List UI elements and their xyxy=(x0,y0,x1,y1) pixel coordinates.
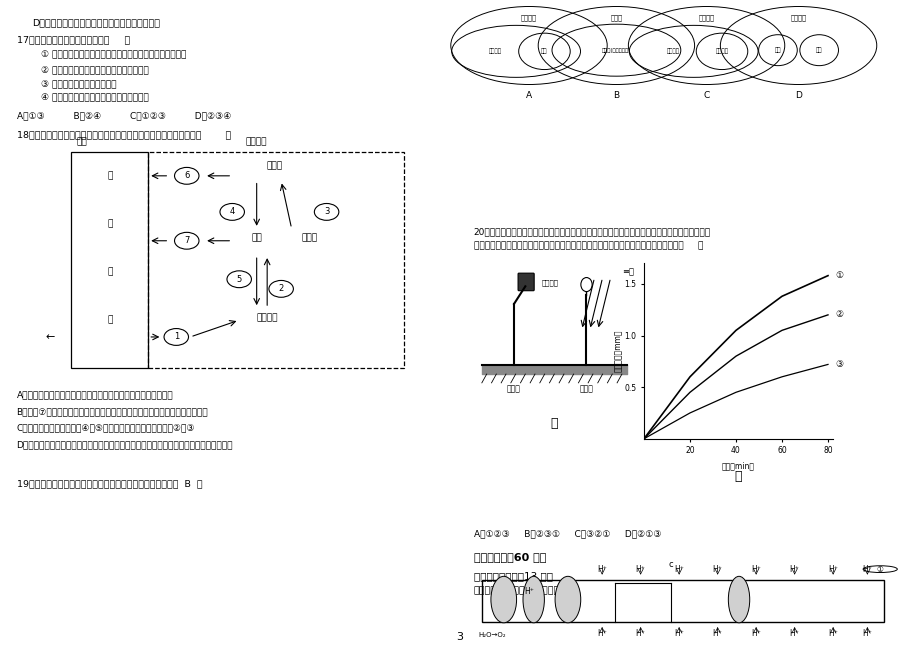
Text: 协助扩散: 协助扩散 xyxy=(666,49,679,54)
Text: H⁺: H⁺ xyxy=(827,629,837,638)
Text: 实验组: 实验组 xyxy=(506,385,520,394)
Text: D．血液的甘油三酯主要来源是食物中脂肪的消化吸收和肝细胞中利用甘油、脂肪酸的合成: D．血液的甘油三酯主要来源是食物中脂肪的消化吸收和肝细胞中利用甘油、脂肪酸的合成 xyxy=(17,441,233,450)
Text: ≡光: ≡光 xyxy=(621,267,633,276)
Text: ①: ① xyxy=(834,271,842,280)
Text: 17．关于血压的叙述，正确的是（     ）: 17．关于血压的叙述，正确的是（ ） xyxy=(17,35,130,44)
Text: 油: 油 xyxy=(107,220,112,228)
FancyBboxPatch shape xyxy=(517,273,534,291)
Text: 20．选取长度相同的幼苗，实验装置如图甲所示，给予光照，在不同时间测定胚芽鞘伸长的长度，: 20．选取长度相同的幼苗，实验装置如图甲所示，给予光照，在不同时间测定胚芽鞘伸长… xyxy=(473,227,710,237)
Text: 二、综合题（60 分）: 二、综合题（60 分） xyxy=(473,552,546,562)
Text: B: B xyxy=(613,91,618,100)
Text: 4: 4 xyxy=(230,207,234,216)
Text: 1: 1 xyxy=(174,332,178,341)
Text: H⁺: H⁺ xyxy=(789,629,799,638)
Text: H⁺: H⁺ xyxy=(712,629,721,638)
Text: 下图显示植物体内部分化学反应。: 下图显示植物体内部分化学反应。 xyxy=(473,586,560,595)
Text: 7: 7 xyxy=(184,236,189,245)
Text: 自由扩散: 自由扩散 xyxy=(715,49,728,54)
Text: 3: 3 xyxy=(323,207,329,216)
Text: 甲: 甲 xyxy=(550,417,558,430)
Text: 脂肪酸: 脂肪酸 xyxy=(301,234,317,242)
Text: A．①②③     B．②③①     C．③②①     D．②①③: A．①②③ B．②③① C．③②① D．②①③ xyxy=(473,530,661,539)
Text: H⁺: H⁺ xyxy=(524,586,534,595)
Text: H⁺: H⁺ xyxy=(674,629,684,638)
Text: 脂肪细胞: 脂肪细胞 xyxy=(245,138,267,146)
Text: 甘油三酯: 甘油三酯 xyxy=(256,313,278,322)
Text: 被动运输: 被动运输 xyxy=(698,14,714,21)
Text: 甘油: 甘油 xyxy=(251,234,262,242)
Text: ③: ③ xyxy=(834,360,842,369)
Text: H⁺: H⁺ xyxy=(635,565,645,574)
Text: 乙: 乙 xyxy=(733,470,742,483)
Text: 基因表达: 基因表达 xyxy=(789,14,806,21)
Text: ① 收缩压和舒张压分别发生在心房的收缩期与心室的舒张期: ① 收缩压和舒张压分别发生在心房的收缩期与心室的舒张期 xyxy=(41,51,187,60)
Text: 翻译: 翻译 xyxy=(815,47,822,53)
Text: A: A xyxy=(526,91,531,100)
Text: H⁺: H⁺ xyxy=(596,629,607,638)
Ellipse shape xyxy=(728,577,749,623)
Text: ②: ② xyxy=(834,310,842,319)
Text: 突触小体: 突触小体 xyxy=(489,49,502,54)
Text: ①: ① xyxy=(876,565,882,574)
Text: H⁺: H⁺ xyxy=(712,565,721,574)
Text: 递质: 递质 xyxy=(540,49,547,54)
Text: 2: 2 xyxy=(278,284,283,293)
Text: H⁺: H⁺ xyxy=(751,565,760,574)
Text: 6: 6 xyxy=(184,172,189,180)
Text: B．途径⑦所示的甘油、脂肪酸经血液循环主要运还至肝细胞重新合成甘油三酯: B．途径⑦所示的甘油、脂肪酸经血液循环主要运还至肝细胞重新合成甘油三酯 xyxy=(17,407,208,416)
Text: H⁺: H⁺ xyxy=(861,565,871,574)
Bar xyxy=(482,580,883,623)
Text: c: c xyxy=(667,560,672,569)
Text: H₂O→O₂: H₂O→O₂ xyxy=(478,632,505,638)
Text: C: C xyxy=(703,91,709,100)
Text: 不透光帽: 不透光帽 xyxy=(541,280,558,286)
Text: ③ 副交感神经兴奋会升高血压: ③ 副交感神经兴奋会升高血压 xyxy=(41,79,117,88)
Text: 18．下图表示甘油三酯在脂肪细胞中代谢途径，下列分析中正确的是（        ）: 18．下图表示甘油三酯在脂肪细胞中代谢途径，下列分析中正确的是（ ） xyxy=(17,130,231,139)
Text: 3: 3 xyxy=(456,632,463,642)
Bar xyxy=(72,152,148,368)
Text: 对照组: 对照组 xyxy=(579,385,593,394)
Text: A．①③          B．②④          C．①②③          D．②③④: A．①③ B．②④ C．①②③ D．②③④ xyxy=(17,112,231,121)
Text: 突触前膜: 突触前膜 xyxy=(520,14,537,21)
Text: 血管: 血管 xyxy=(76,138,87,146)
Text: C．胰岛素可促进代谢途径④和⑤，而肾上腺素可抑制代谢途径②和③: C．胰岛素可促进代谢途径④和⑤，而肾上腺素可抑制代谢途径②和③ xyxy=(17,424,195,433)
Text: H⁺: H⁺ xyxy=(861,629,871,638)
X-axis label: 时间（min）: 时间（min） xyxy=(721,461,754,470)
Text: ←: ← xyxy=(46,332,55,342)
Text: 结果如图乙。能正确表示对照组、实验组光照侧和背光侧胚芽鞘伸长长度的曲线依次是（     ）: 结果如图乙。能正确表示对照组、实验组光照侧和背光侧胚芽鞘伸长长度的曲线依次是（ … xyxy=(473,242,702,251)
Text: 反射弧: 反射弧 xyxy=(609,14,622,21)
Text: ② 血压的调节包含神经和激素两种调节方式: ② 血压的调节包含神经和激素两种调节方式 xyxy=(41,65,149,74)
Text: A．人体内甘油三酯的运输携带者主要是乳糜微粒和低密度脂蛋白: A．人体内甘油三酯的运输携带者主要是乳糜微粒和低密度脂蛋白 xyxy=(17,390,173,399)
Text: H⁺: H⁺ xyxy=(596,565,607,574)
Text: 转录: 转录 xyxy=(774,47,780,53)
Text: H⁺: H⁺ xyxy=(789,565,799,574)
Ellipse shape xyxy=(522,577,544,623)
Ellipse shape xyxy=(491,577,516,623)
Text: 三: 三 xyxy=(107,268,112,276)
Text: D: D xyxy=(794,91,801,100)
Text: H⁺: H⁺ xyxy=(827,565,837,574)
Bar xyxy=(148,152,403,368)
Text: H⁺: H⁺ xyxy=(751,629,760,638)
Text: 甘: 甘 xyxy=(107,172,112,180)
Y-axis label: 伸长长度（mm）: 伸长长度（mm） xyxy=(613,330,622,372)
Text: H⁺: H⁺ xyxy=(635,629,645,638)
Text: 酯: 酯 xyxy=(107,316,112,324)
Ellipse shape xyxy=(554,577,580,623)
Text: D．图三中含有两种单糖、五种碱基、五种核苷酸: D．图三中含有两种单糖、五种碱基、五种核苷酸 xyxy=(32,18,160,27)
Text: ④ 血管的管腔大小和血浆渗透压都影响血压: ④ 血管的管腔大小和血浆渗透压都影响血压 xyxy=(41,94,149,103)
Text: （一）植物生理（13 分）: （一）植物生理（13 分） xyxy=(473,571,552,580)
Text: 5: 5 xyxy=(236,275,242,284)
Text: 19．下列各项分别表示某些概念的从属关系，其中正确的是（  B  ）: 19．下列各项分别表示某些概念的从属关系，其中正确的是（ B ） xyxy=(17,480,202,489)
Text: H⁺: H⁺ xyxy=(674,565,684,574)
Text: 效应器(肌肉或腺体): 效应器(肌肉或腺体) xyxy=(601,47,630,53)
Text: 葡萄糖: 葡萄糖 xyxy=(266,162,282,170)
